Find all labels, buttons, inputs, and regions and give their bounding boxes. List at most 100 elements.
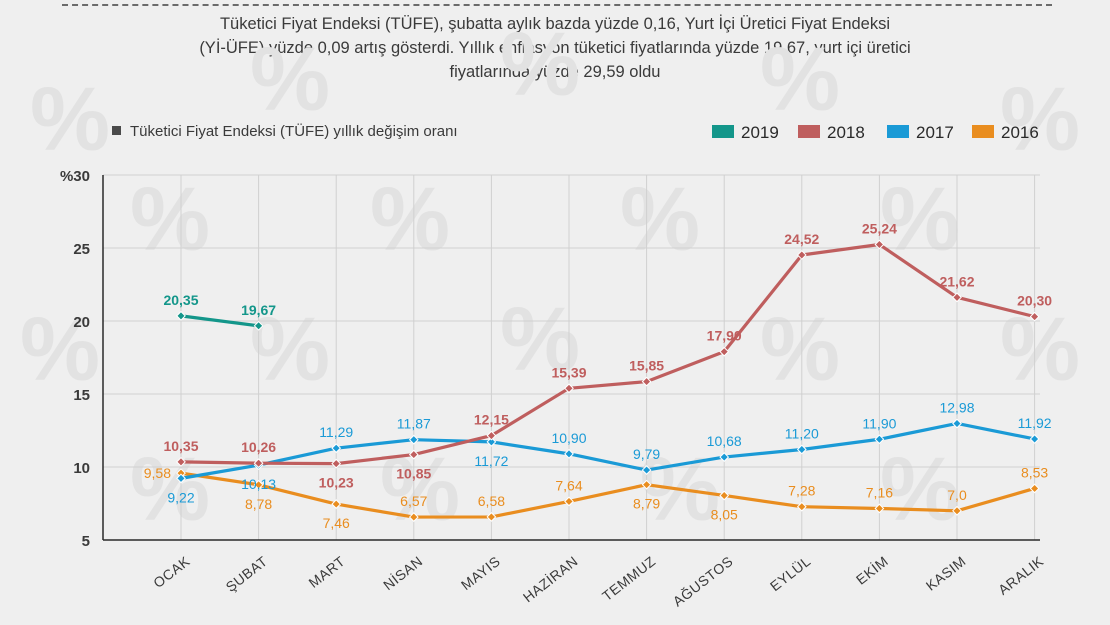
- watermark-percent-icon: %: [370, 170, 450, 270]
- watermark-percent-icon: %: [1000, 70, 1080, 170]
- data-point-2019: [253, 320, 264, 331]
- data-point-2017: [874, 434, 885, 445]
- series-line-2019: [179, 314, 261, 328]
- data-label-2019: 19,67: [241, 302, 276, 318]
- series-caption: Tüketici Fiyat Endeksi (TÜFE) yıllık değ…: [112, 123, 458, 140]
- legend-label-2018: 2018: [827, 123, 865, 142]
- data-label-2018: 25,24: [862, 220, 897, 236]
- data-point-2017: [408, 434, 419, 445]
- data-label-2016: 8,79: [633, 496, 660, 512]
- x-tick-label: EYLÜL: [766, 552, 813, 594]
- data-point-2017: [486, 436, 497, 447]
- legend-label-2017: 2017: [916, 123, 954, 142]
- watermark-percent-icon: %: [1000, 300, 1080, 400]
- x-tick-label: EKİM: [852, 552, 891, 588]
- watermark-percent-icon: %: [760, 30, 840, 130]
- data-point-2018: [874, 239, 885, 250]
- data-label-2016: 7,0: [947, 487, 967, 503]
- data-point-2016: [641, 479, 652, 490]
- watermark-layer: %%%%%%%%%%%%%%%%%%: [20, 15, 1080, 540]
- data-label-2016: 7,46: [323, 515, 350, 531]
- legend: 2019 2018 2017 2016: [712, 123, 1039, 142]
- x-tick-label: MART: [306, 553, 348, 591]
- data-point-2018: [641, 376, 652, 387]
- data-label-2017: 11,90: [862, 415, 896, 431]
- series-line-2018: [179, 242, 1037, 466]
- watermark-percent-icon: %: [250, 30, 330, 130]
- headline: Tüketici Fiyat Endeksi (TÜFE), şubatta a…: [130, 12, 980, 84]
- data-point-2018: [408, 449, 419, 460]
- x-tick-label: MAYIS: [458, 553, 503, 593]
- watermark-percent-icon: %: [380, 440, 460, 540]
- data-label-2016: 8,05: [711, 506, 738, 522]
- data-label-2018: 10,35: [163, 438, 198, 454]
- data-label-2018: 17,90: [707, 328, 742, 344]
- y-tick-label: %30: [60, 168, 90, 185]
- data-point-2018: [253, 458, 264, 469]
- data-point-2016: [719, 490, 730, 501]
- x-tick-label: HAZİRAN: [519, 552, 581, 605]
- data-point-2017: [719, 452, 730, 462]
- headline-line-2: (Yİ-ÜFE) yüzde 0,09 artış gösterdi. Yıll…: [199, 39, 911, 57]
- watermark-percent-icon: %: [620, 170, 700, 270]
- data-point-2018: [952, 292, 962, 303]
- x-tick-label: NİSAN: [379, 552, 425, 593]
- watermark-percent-icon: %: [130, 440, 210, 540]
- y-tick-label: 10: [73, 460, 90, 477]
- x-tick-label: AĞUSTOS: [670, 553, 736, 610]
- data-point-2017: [796, 444, 807, 455]
- legend-swatch-2016: [972, 125, 994, 138]
- square-bullet-icon: [112, 126, 121, 135]
- data-label-2017: 10,90: [551, 430, 586, 446]
- data-label-2019: 20,35: [163, 292, 198, 308]
- data-point-2016: [253, 479, 264, 490]
- y-tick-label: 20: [73, 314, 90, 331]
- series-line-2017: [179, 421, 1037, 480]
- watermark-percent-icon: %: [20, 300, 100, 400]
- watermark-percent-icon: %: [30, 70, 110, 170]
- data-point-2016: [331, 499, 342, 509]
- series-line-2016: [179, 471, 1037, 519]
- legend-swatch-2017: [887, 125, 909, 138]
- data-label-2017: 10,68: [707, 433, 742, 449]
- data-label-2016: 6,58: [478, 493, 505, 509]
- data-point-2017: [564, 448, 574, 459]
- data-label-2018: 10,23: [319, 475, 354, 491]
- data-point-2018: [331, 458, 342, 469]
- headline-line-1: Tüketici Fiyat Endeksi (TÜFE), şubatta a…: [219, 15, 891, 33]
- data-point-2018: [176, 456, 186, 467]
- data-label-2018: 12,15: [474, 412, 509, 428]
- x-tick-label: ARALIK: [995, 553, 1047, 598]
- data-label-2016: 7,64: [555, 477, 582, 493]
- y-tick-label: 25: [73, 241, 90, 258]
- watermark-percent-icon: %: [500, 290, 580, 390]
- data-label-2018: 21,62: [939, 273, 974, 289]
- data-label-2016: 9,58: [144, 465, 171, 481]
- data-label-2018: 10,85: [396, 466, 431, 482]
- data-label-2017: 10,13: [241, 476, 276, 492]
- data-label-2018: 24,52: [784, 231, 819, 247]
- watermark-percent-icon: %: [130, 170, 210, 270]
- x-tick-label: OCAK: [150, 553, 193, 591]
- data-point-2016: [952, 505, 962, 516]
- data-point-2018: [486, 430, 497, 441]
- data-point-2016: [874, 503, 885, 514]
- series-caption-text: Tüketici Fiyat Endeksi (TÜFE) yıllık değ…: [130, 123, 458, 140]
- data-point-2018: [796, 250, 807, 260]
- data-point-2017: [952, 418, 962, 429]
- data-label-2018: 15,85: [629, 358, 664, 374]
- legend-label-2016: 2016: [1001, 123, 1039, 142]
- data-point-2016: [486, 512, 497, 522]
- data-point-2017: [641, 465, 652, 475]
- data-labels: 20,35 19,67 10,35 10,26 10,23 10,85 12,15 15,39…: [144, 220, 1053, 531]
- headline-line-3: fiyatlarında yüzde 29,59 oldu: [449, 63, 661, 81]
- data-label-2018: 10,26: [241, 439, 276, 455]
- legend-swatch-2018: [798, 125, 820, 138]
- watermark-percent-icon: %: [250, 300, 330, 400]
- x-tick-label: TEMMUZ: [599, 553, 658, 604]
- data-label-2018: 15,39: [551, 364, 586, 380]
- data-label-2017: 12,98: [939, 399, 974, 415]
- series: [176, 239, 1040, 522]
- data-label-2017: 11,29: [319, 424, 353, 440]
